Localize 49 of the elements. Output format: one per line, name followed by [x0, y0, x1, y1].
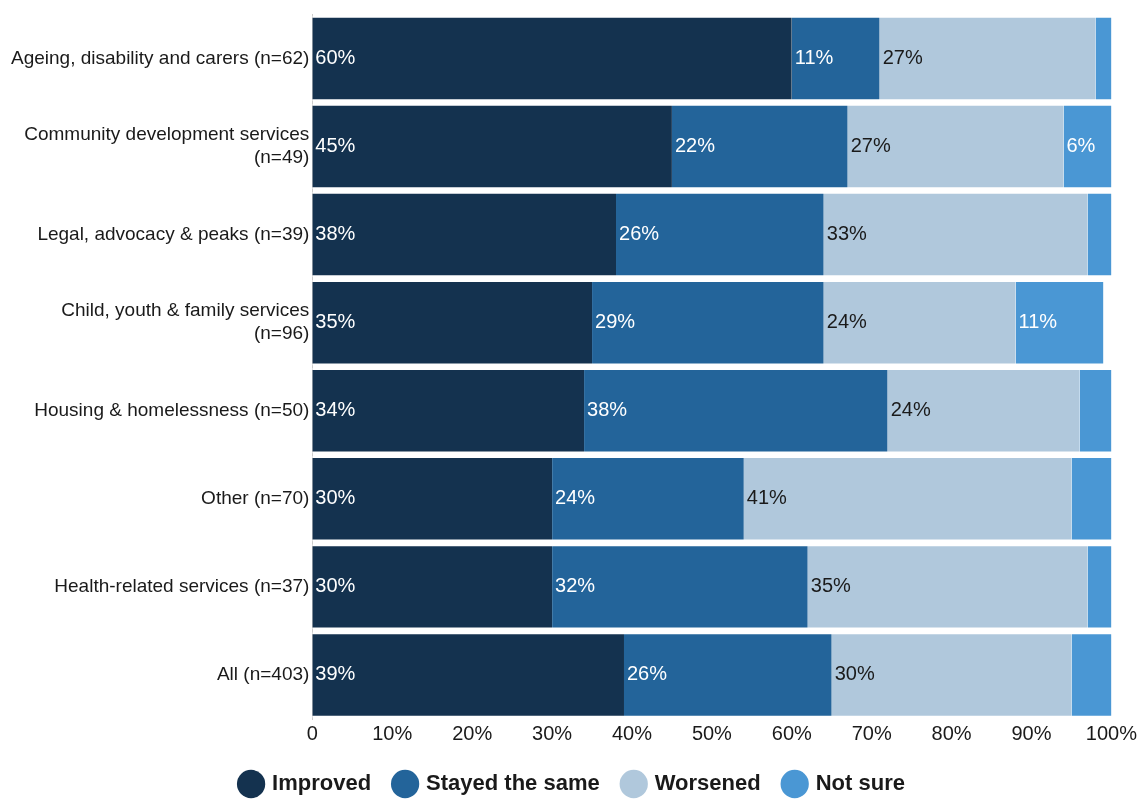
x-tick-label: 60%: [771, 721, 813, 744]
data-label: 24%: [826, 310, 868, 333]
data-label: 11%: [794, 45, 834, 68]
data-label: 27%: [850, 134, 891, 157]
legend-label: Worsened: [654, 770, 761, 796]
legend-label: Stayed the same: [426, 770, 600, 796]
data-label: 60%: [315, 45, 356, 68]
x-tick-label: 40%: [611, 721, 653, 744]
data-label: 6%: [1066, 134, 1096, 157]
data-label: 32%: [555, 574, 596, 597]
x-tick-label: 70%: [851, 721, 892, 744]
x-tick-label: 10%: [372, 721, 413, 744]
y-tick-label: Other (n=70): [201, 487, 310, 509]
x-tick-label: 0: [306, 721, 318, 744]
data-label: 11%: [1018, 310, 1058, 333]
x-tick-label: 50%: [691, 721, 733, 744]
x-tick-label: 100%: [1085, 721, 1138, 744]
data-label: 38%: [587, 398, 628, 421]
data-label: 27%: [882, 45, 923, 68]
data-label: 45%: [315, 134, 356, 157]
x-tick-label: 30%: [532, 721, 573, 744]
y-tick-label: Housing & homelessness (n=50): [34, 398, 310, 420]
x-tick-label: 90%: [1011, 721, 1052, 744]
y-tick-label: Health-related services (n=37): [54, 575, 310, 597]
x-tick-label: 80%: [931, 721, 972, 744]
y-tick-label: All (n=403): [216, 663, 310, 685]
data-label: 30%: [315, 486, 356, 509]
data-label: 30%: [315, 574, 356, 597]
data-label: 24%: [890, 398, 931, 421]
x-tick-label: 20%: [452, 721, 493, 744]
data-label: 39%: [315, 662, 356, 685]
data-label: 29%: [595, 310, 636, 333]
data-label: 41%: [746, 486, 788, 509]
data-label: 24%: [555, 486, 596, 509]
y-tick-label: Ageing, disability and carers (n=62): [11, 46, 310, 68]
data-label: 35%: [810, 574, 852, 597]
y-tick-label: Child, youth & family services (n=96): [61, 299, 310, 344]
legend-label: Improved: [272, 770, 372, 796]
data-label: 26%: [626, 662, 668, 685]
data-label: 34%: [315, 398, 356, 421]
y-tick-label: Community development services (n=49): [24, 123, 310, 168]
data-label: 30%: [834, 662, 875, 685]
data-label: 35%: [315, 310, 356, 333]
y-tick-label: Legal, advocacy & peaks (n=39): [37, 222, 310, 244]
data-label: 22%: [674, 134, 716, 157]
data-label: 33%: [826, 222, 868, 245]
data-label: 26%: [619, 222, 660, 245]
data-label: 38%: [315, 222, 356, 245]
legend-label: Not sure: [815, 770, 905, 796]
